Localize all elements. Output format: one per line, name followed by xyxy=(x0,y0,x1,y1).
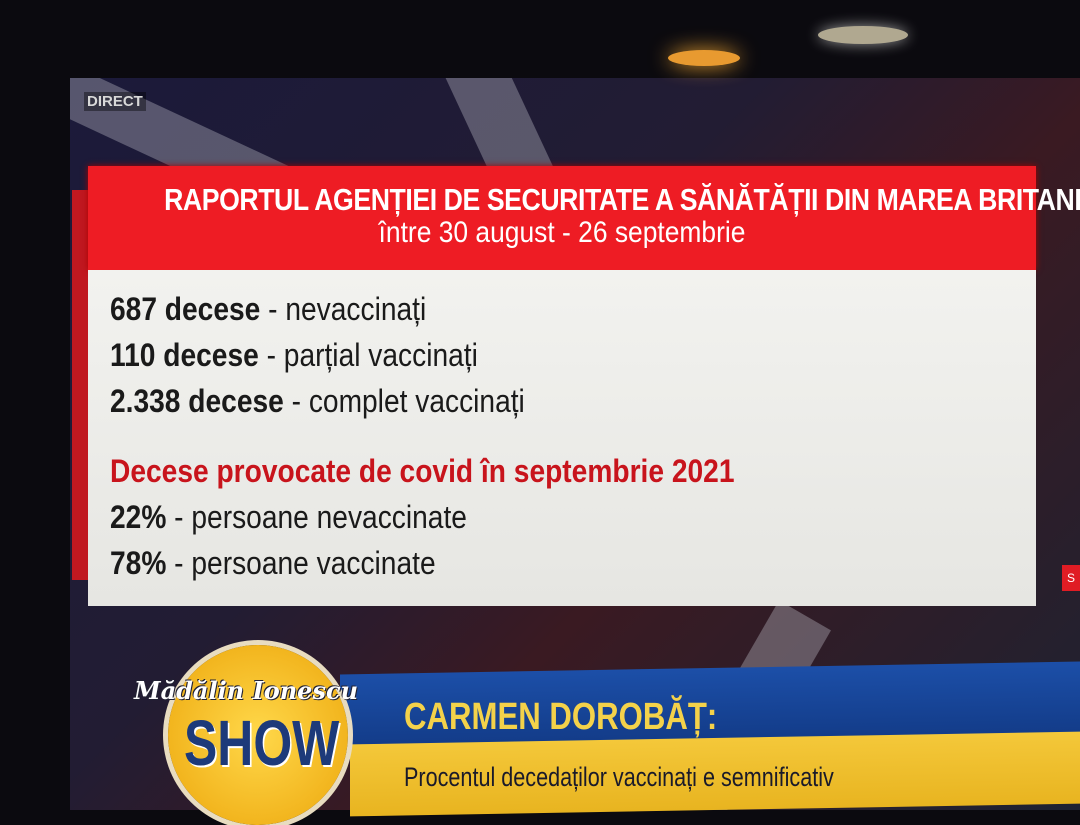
stat-count: 2.338 decese xyxy=(110,383,284,419)
stat-row: 687 decese - nevaccinați xyxy=(110,286,906,332)
left-strip xyxy=(72,190,88,580)
stat-row: 110 decese - parțial vaccinați xyxy=(110,332,906,378)
show-logo-text: SHOW xyxy=(184,707,340,779)
stat-desc: - complet vaccinați xyxy=(291,383,525,419)
ceiling-light xyxy=(818,26,908,44)
report-header: RAPORTUL AGENȚIEI DE SECURITATE A SĂNĂTĂ… xyxy=(88,166,1080,270)
ceiling-light xyxy=(668,50,740,66)
stat-count: 687 decese xyxy=(110,291,261,327)
report-period: între 30 august - 26 septembrie xyxy=(378,216,746,249)
speaker-name: CARMEN DOROBĂȚ: xyxy=(404,696,718,738)
show-logo-script: Mădălin Ionescu xyxy=(134,676,359,705)
percent-row: 78% - persoane vaccinate xyxy=(110,540,906,586)
stat-count: 110 decese xyxy=(110,337,259,373)
stat-row: 2.338 decese - complet vaccinați xyxy=(110,378,906,424)
live-badge: DIRECT xyxy=(84,92,146,111)
caption-text: Procentul decedaților vaccinați e semnif… xyxy=(404,762,834,792)
side-tab: S xyxy=(1062,565,1080,591)
percent-desc: - persoane nevaccinate xyxy=(174,499,467,535)
section-title: Decese provocate de covid în septembrie … xyxy=(110,453,735,489)
report-body: 687 decese - nevaccinați 110 decese - pa… xyxy=(88,270,1036,606)
percent-desc: - persoane vaccinate xyxy=(174,545,436,581)
percent-value: 22% xyxy=(110,499,167,535)
show-logo xyxy=(168,645,348,825)
report-panel: RAPORTUL AGENȚIEI DE SECURITATE A SĂNĂTĂ… xyxy=(88,166,1080,606)
percent-value: 78% xyxy=(110,545,167,581)
report-title: RAPORTUL AGENȚIEI DE SECURITATE A SĂNĂTĂ… xyxy=(164,182,1080,217)
percent-row: 22% - persoane nevaccinate xyxy=(110,494,906,540)
stat-desc: - nevaccinați xyxy=(268,291,427,327)
stat-desc: - parțial vaccinați xyxy=(266,337,478,373)
